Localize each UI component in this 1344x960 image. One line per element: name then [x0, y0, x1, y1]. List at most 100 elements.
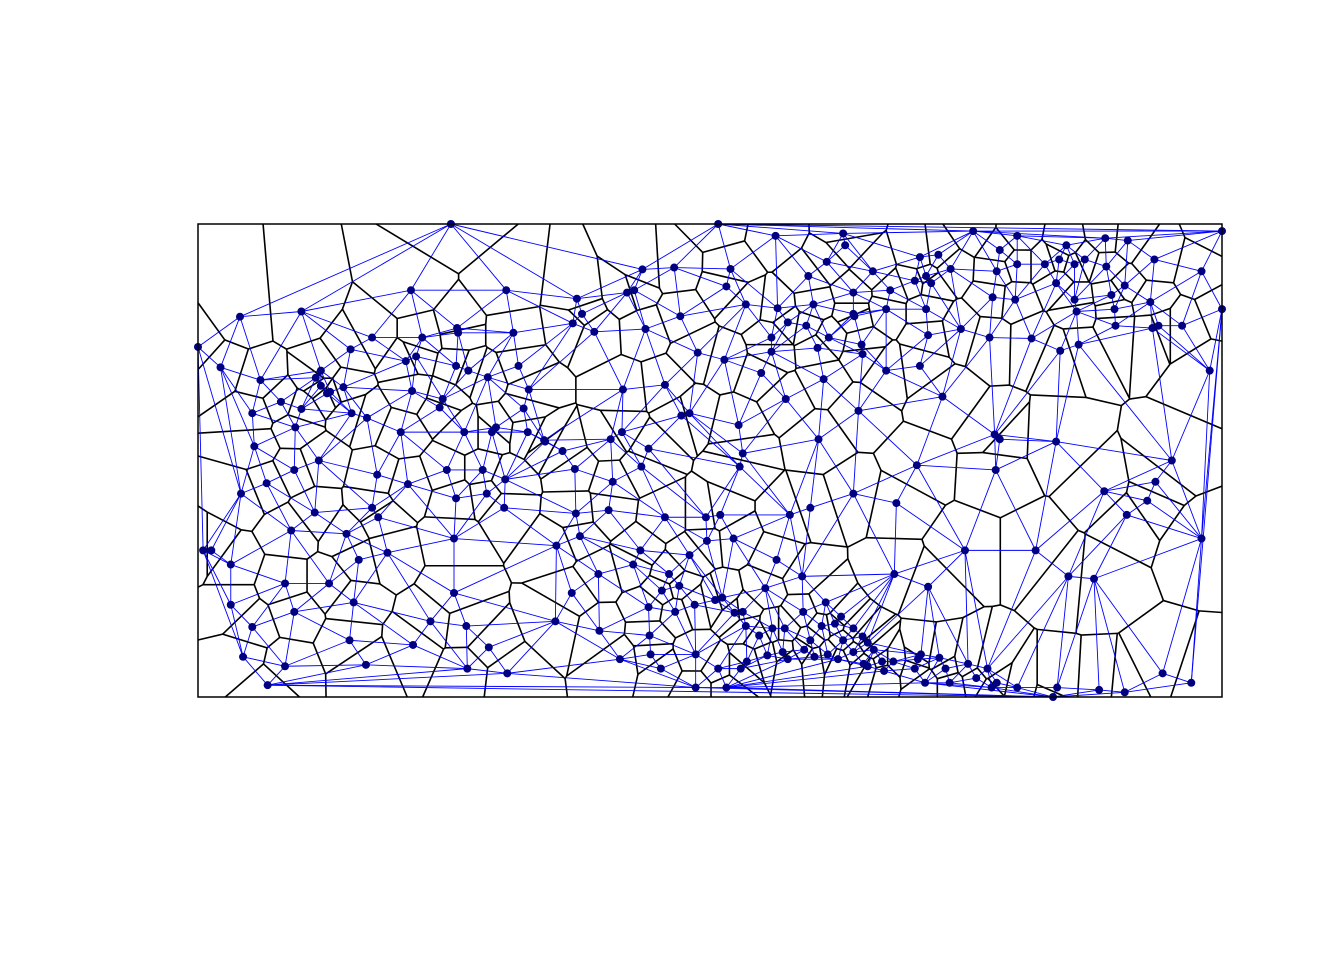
voronoi-edge: [772, 305, 796, 324]
delaunay-edge: [745, 304, 772, 338]
delaunay-edge: [718, 223, 1223, 232]
voronoi-edge: [314, 485, 342, 490]
delaunay-edge: [280, 401, 296, 428]
delaunay-edge: [1171, 460, 1202, 539]
voronoi-edge: [495, 352, 509, 385]
delaunay-edge: [730, 268, 778, 309]
delaunay-edge: [422, 332, 459, 338]
data-point: [491, 423, 500, 432]
data-point: [311, 373, 320, 382]
voronoi-edge: [567, 309, 585, 326]
voronoi-edge: [1159, 505, 1185, 542]
voronoi-edge: [674, 223, 704, 253]
data-point: [806, 503, 815, 512]
delaunay-edge: [505, 450, 563, 480]
voronoi-edge: [270, 422, 274, 429]
voronoi-edge: [576, 405, 588, 448]
voronoi-edge: [251, 530, 266, 555]
data-point: [849, 624, 858, 633]
data-point: [799, 607, 808, 616]
data-point: [552, 541, 561, 550]
voronoi-edge: [898, 343, 909, 399]
delaunay-edge: [771, 351, 824, 380]
delaunay-edge: [853, 493, 897, 504]
voronoi-edge: [331, 556, 352, 581]
delaunay-edge: [1014, 282, 1057, 301]
voronoi-edge: [600, 409, 647, 413]
voronoi-edge: [885, 230, 898, 265]
voronoi-edge: [743, 223, 749, 242]
voronoi-edge: [795, 636, 814, 650]
delaunay-edge: [973, 230, 1106, 239]
voronoi-edge: [739, 614, 761, 621]
voronoi-edge: [793, 285, 831, 295]
voronoi-edge: [706, 481, 716, 529]
delaunay-edge: [571, 592, 600, 632]
delaunay-edge: [612, 466, 642, 483]
data-point: [1072, 307, 1081, 316]
voronoi-edge: [654, 223, 661, 289]
delaunay-edge: [593, 331, 624, 390]
delaunay-edge: [992, 271, 998, 298]
delaunay-edge: [353, 601, 431, 622]
delaunay-edge: [1055, 282, 1077, 312]
delaunay-edge: [828, 337, 862, 346]
delaunay-edge: [220, 366, 261, 381]
delaunay-edge: [1104, 460, 1173, 492]
data-point: [934, 250, 943, 259]
data-point: [572, 294, 581, 303]
delaunay-edge: [964, 550, 969, 664]
voronoi-edge: [635, 520, 667, 545]
voronoi-edge: [538, 306, 547, 345]
delaunay-edge: [942, 328, 962, 397]
voronoi-edge: [649, 574, 670, 585]
delaunay-edge: [1124, 672, 1163, 693]
delaunay-edge: [598, 564, 634, 575]
delaunay-edge: [430, 592, 455, 622]
voronoi-edge: [822, 451, 859, 476]
delaunay-edge: [694, 604, 735, 614]
voronoi-edge: [1054, 270, 1064, 273]
delaunay-edge: [523, 408, 545, 441]
delaunay-edge: [230, 530, 292, 565]
voronoi-edge: [894, 264, 898, 268]
delaunay-edge: [599, 630, 650, 636]
delaunay-edge: [505, 290, 514, 333]
voronoi-edge: [373, 368, 377, 374]
voronoi-edge: [1045, 243, 1070, 257]
delaunay-edge: [387, 538, 455, 554]
voronoi-edge: [747, 274, 766, 284]
data-point: [575, 532, 584, 541]
data-point: [630, 286, 639, 295]
voronoi-edge: [740, 334, 747, 345]
delaunay-edge: [320, 348, 351, 371]
voronoi-edge: [340, 488, 344, 505]
voronoi-edge: [396, 309, 434, 320]
voronoi-edge: [377, 373, 419, 384]
voronoi-edge: [1053, 324, 1064, 330]
delaunay-edge: [211, 550, 232, 565]
delaunay-edge: [202, 549, 231, 565]
voronoi-edge: [319, 308, 344, 339]
voronoi-edge: [675, 628, 694, 639]
voronoi-edge: [847, 536, 867, 548]
voronoi-edge: [312, 642, 327, 675]
voronoi-edge: [794, 370, 816, 410]
delaunay-edge: [422, 327, 458, 338]
delaunay-edge: [576, 268, 643, 300]
delaunay-edge: [844, 244, 874, 272]
voronoi-edge: [829, 612, 845, 627]
data-point: [718, 593, 727, 602]
voronoi-edge: [810, 541, 848, 548]
delaunay-edge: [674, 267, 731, 270]
voronoi-edge: [431, 409, 462, 440]
delaunay-edge: [1076, 294, 1112, 312]
voronoi-edge: [587, 460, 600, 492]
delaunay-edge: [987, 668, 1018, 688]
delaunay-edge: [267, 668, 468, 686]
voronoi-edge: [262, 223, 274, 342]
data-point: [1154, 321, 1163, 330]
delaunay-edge: [581, 292, 628, 315]
voronoi-edge: [521, 565, 574, 584]
voronoi-edge: [936, 267, 940, 273]
